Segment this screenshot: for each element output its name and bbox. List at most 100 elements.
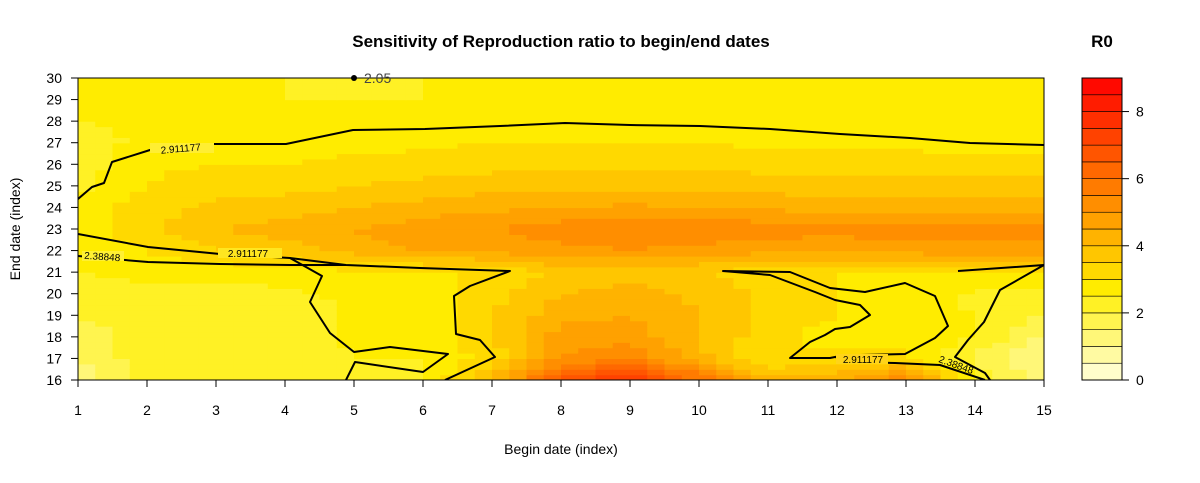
heatmap-cell [768, 277, 786, 284]
heatmap-cell [906, 326, 924, 333]
heatmap-cell [233, 223, 252, 230]
heatmap-cell [147, 83, 165, 90]
heatmap-cell [371, 78, 390, 84]
heatmap-cell [423, 153, 441, 160]
heatmap-cell [957, 255, 976, 262]
heatmap-cell [768, 342, 786, 349]
heatmap-cell [595, 202, 614, 209]
heatmap-cell [975, 110, 993, 117]
heatmap-cell [78, 277, 96, 284]
heatmap-cell [802, 137, 821, 144]
heatmap-cell [681, 336, 700, 343]
heatmap-cell [975, 175, 993, 182]
heatmap-cell [785, 229, 804, 235]
heatmap-cell [492, 99, 510, 106]
heatmap-cell [699, 363, 717, 370]
heatmap-cell [664, 191, 683, 198]
heatmap-cell [95, 309, 114, 316]
heatmap-cell [198, 239, 217, 246]
heatmap-cell [543, 342, 562, 349]
heatmap-cell [319, 121, 338, 128]
heatmap-cell [992, 272, 1011, 279]
heatmap-cell [423, 272, 441, 279]
heatmap-cell [940, 94, 959, 101]
heatmap-cell [595, 358, 614, 365]
heatmap-cell [388, 255, 407, 262]
heatmap-cell [768, 115, 786, 122]
heatmap-cell [923, 88, 942, 95]
heatmap-cell [681, 369, 700, 376]
heatmap-cell [630, 369, 648, 376]
heatmap-cell [992, 158, 1011, 165]
heatmap-cell [509, 88, 528, 95]
contour-label-2.05: 2.05 [364, 70, 391, 86]
heatmap-cell [837, 126, 855, 133]
heatmap-cell [457, 131, 476, 138]
heatmap-cell [871, 110, 890, 117]
heatmap-cell [1009, 320, 1028, 327]
heatmap-cell [405, 255, 424, 262]
heatmap-cell [664, 369, 683, 376]
heatmap-cell [233, 142, 252, 149]
heatmap-cell [457, 142, 476, 149]
heatmap-cell [198, 104, 217, 111]
heatmap-cell [250, 164, 269, 171]
heatmap-cell [95, 78, 114, 84]
heatmap-cell [147, 207, 165, 214]
heatmap-cell [302, 282, 321, 289]
heatmap-cell [129, 363, 148, 370]
heatmap-cell [198, 212, 217, 219]
heatmap-cell [354, 142, 372, 149]
heatmap-cell [630, 374, 648, 380]
heatmap-cell [319, 94, 338, 101]
heatmap-cell [371, 358, 390, 365]
heatmap-cell [750, 320, 769, 327]
heatmap-cell [474, 250, 493, 257]
heatmap-cell [388, 326, 407, 333]
heatmap-cell [940, 175, 959, 182]
heatmap-cell [578, 320, 597, 327]
heatmap-cell [940, 110, 959, 117]
heatmap-cell [181, 309, 200, 316]
heatmap-cell [681, 363, 700, 370]
heatmap-cell [630, 234, 648, 241]
heatmap-cell [578, 153, 597, 160]
heatmap-cell [681, 207, 700, 214]
heatmap-cell [474, 153, 493, 160]
heatmap-cell [405, 191, 424, 198]
heatmap-cell [733, 158, 752, 165]
heatmap-cell [871, 336, 890, 343]
heatmap-cell [440, 255, 459, 262]
heatmap-cell [267, 266, 286, 273]
heatmap-cell [699, 169, 717, 176]
heatmap-cell [561, 320, 579, 327]
heatmap-cell [647, 272, 666, 279]
heatmap-cell [923, 153, 942, 160]
heatmap-cell [750, 153, 769, 160]
heatmap-cell [302, 94, 321, 101]
heatmap-cell [681, 229, 700, 235]
heatmap-cell [147, 110, 165, 117]
heatmap-cell [371, 207, 390, 214]
heatmap-cell [95, 164, 114, 171]
heatmap-cell [543, 202, 562, 209]
heatmap-cell [164, 245, 183, 252]
heatmap-cell [509, 331, 528, 338]
heatmap-cell [388, 218, 407, 225]
heatmap-cell [474, 363, 493, 370]
heatmap-cells [78, 78, 1044, 380]
heatmap-cell [492, 315, 510, 322]
contour-label-2.911177-a: 2.911177 [160, 142, 201, 157]
heatmap-cell [992, 88, 1011, 95]
heatmap-cell [923, 309, 942, 316]
heatmap-cell [923, 196, 942, 203]
heatmap-cell [543, 315, 562, 322]
heatmap-cell [854, 180, 873, 187]
heatmap-cell [164, 326, 183, 333]
heatmap-cell [543, 347, 562, 354]
heatmap-cell [906, 374, 924, 380]
x-tick-label: 8 [557, 402, 565, 418]
heatmap-cell [578, 202, 597, 209]
y-axis-label: End date (index) [7, 178, 23, 281]
heatmap-cell [543, 374, 562, 380]
